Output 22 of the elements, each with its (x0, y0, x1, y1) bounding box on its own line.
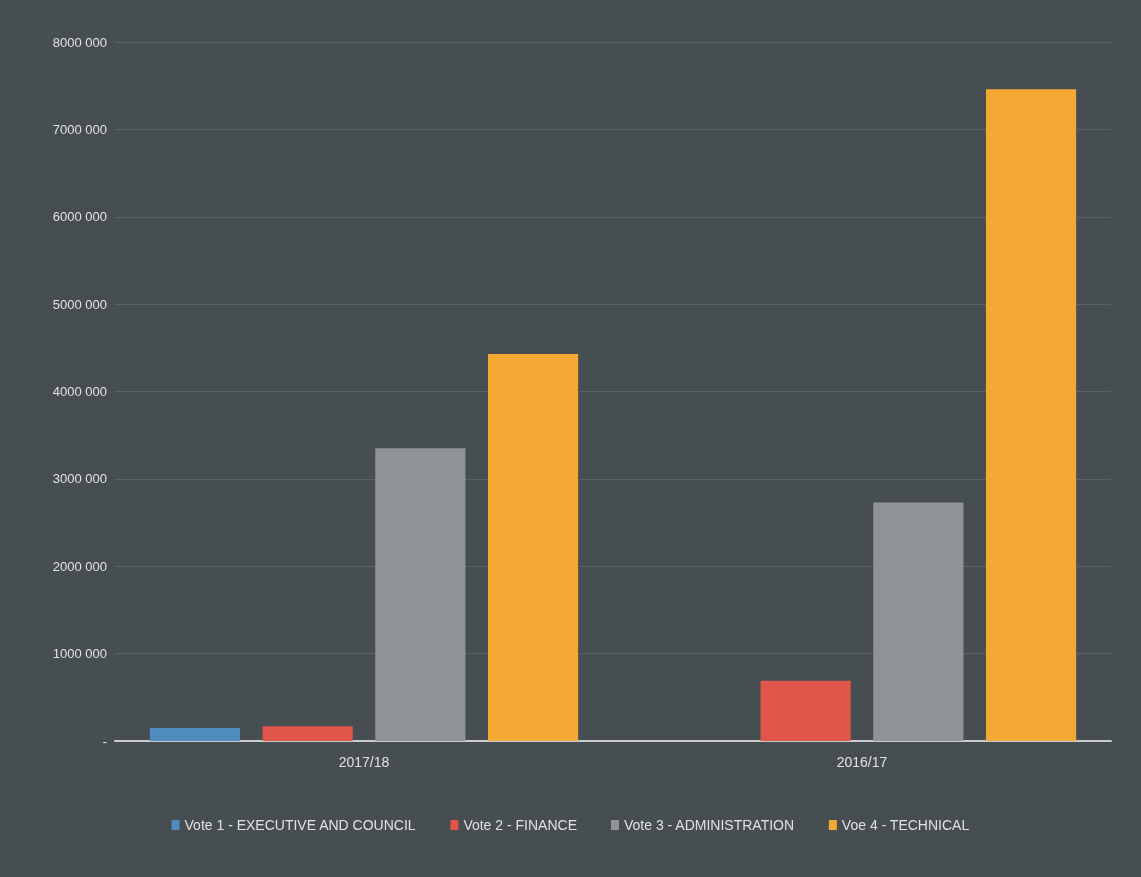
bar (985, 89, 1077, 741)
bar (873, 502, 964, 741)
legend-label: Vote 1 - EXECUTIVE AND COUNCIL (184, 817, 416, 833)
y-tick-label: 5000 000 (52, 296, 107, 312)
bar (262, 726, 353, 741)
y-tick-label: 4000 000 (52, 384, 107, 399)
y-tick-label: 2000 000 (52, 558, 107, 574)
bar (487, 353, 579, 741)
bar (375, 448, 466, 741)
legend-label: Vote 3 - ADMINISTRATION (623, 817, 795, 833)
x-tick-label: 2016/17 (836, 754, 888, 770)
y-tick-label: 1000 000 (52, 646, 107, 662)
bar (149, 727, 241, 741)
y-tick-label: - (102, 733, 107, 749)
y-tick-label: 6000 000 (52, 209, 107, 225)
y-tick-label: 3000 000 (52, 471, 107, 487)
legend-label: Vote 2 - FINANCE (463, 817, 577, 833)
y-tick-label: 7000 000 (52, 121, 107, 137)
y-tick-label: 8000 000 (52, 34, 107, 50)
legend-label: Voe 4 - TECHNICAL (841, 817, 970, 833)
x-tick-label: 2017/18 (338, 754, 390, 770)
bar (760, 680, 851, 741)
